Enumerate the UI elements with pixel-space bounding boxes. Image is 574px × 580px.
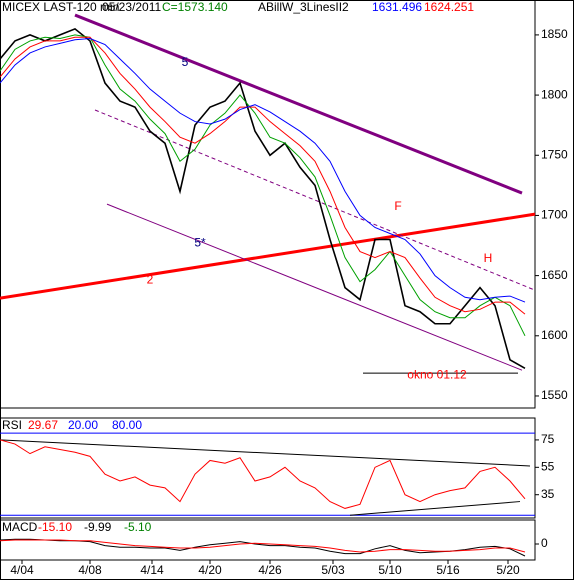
series-line bbox=[0, 27, 526, 369]
header-text: 1624.251 bbox=[424, 0, 474, 14]
annotation: H bbox=[484, 251, 493, 265]
header-text: 20.00 bbox=[68, 418, 98, 432]
panel-border bbox=[0, 417, 536, 519]
y-tick-label: 1700 bbox=[541, 208, 568, 222]
series-line bbox=[0, 439, 526, 509]
annotation: F bbox=[394, 199, 401, 213]
series-line bbox=[0, 36, 526, 315]
x-tick-label: 4/26 bbox=[258, 563, 282, 577]
annotation: 5 bbox=[182, 55, 189, 69]
y-tick-label: 75 bbox=[541, 432, 555, 446]
annotation: 5* bbox=[194, 235, 206, 249]
x-tick-label: 5/10 bbox=[378, 563, 402, 577]
trend-line bbox=[74, 13, 523, 195]
trend-line bbox=[0, 439, 531, 467]
series-line bbox=[0, 539, 526, 553]
annotation: okno 01.12 bbox=[407, 368, 467, 382]
header-text: RSI bbox=[2, 418, 22, 432]
x-tick-label: 5/16 bbox=[436, 563, 460, 577]
trend-line bbox=[349, 501, 521, 516]
header-text: MICEX LAST-120 min bbox=[2, 0, 119, 14]
x-tick-label: 5/03 bbox=[321, 563, 345, 577]
y-tick-label: 55 bbox=[541, 459, 555, 473]
y-tick-label: 1650 bbox=[541, 268, 568, 282]
trend-line bbox=[106, 203, 523, 371]
panel-border bbox=[0, 0, 536, 409]
y-tick-label: 35 bbox=[541, 487, 555, 501]
y-tick-label: 1750 bbox=[541, 147, 568, 161]
header-text: 80.00 bbox=[112, 418, 142, 432]
x-tick-label: 5/20 bbox=[496, 563, 520, 577]
header-text: 05/23/2011 bbox=[102, 0, 161, 14]
header-text: C=1573.140 bbox=[162, 0, 228, 14]
header-text: 1631.496 bbox=[372, 0, 422, 14]
header-text: -15.10 bbox=[38, 520, 72, 534]
x-tick-label: 4/20 bbox=[198, 563, 222, 577]
trend-line bbox=[0, 212, 536, 300]
x-tick-label: 4/14 bbox=[140, 563, 164, 577]
header-text: 29.67 bbox=[28, 418, 58, 432]
y-tick-label: 1850 bbox=[541, 27, 568, 41]
header-text: ABillW_3LinesII2 bbox=[258, 0, 349, 14]
x-tick-label: 4/08 bbox=[78, 563, 102, 577]
panel-border bbox=[0, 519, 536, 561]
series-line bbox=[0, 38, 526, 303]
header-text: -9.99 bbox=[84, 520, 112, 534]
y-tick-label: 1600 bbox=[541, 328, 568, 342]
trend-line bbox=[94, 109, 536, 291]
header-text: MACD bbox=[2, 520, 38, 534]
annotation: 2 bbox=[147, 273, 154, 287]
series-line bbox=[0, 34, 526, 337]
y-tick-label: 1550 bbox=[541, 388, 568, 402]
series-line bbox=[0, 538, 526, 557]
header-text: -5.10 bbox=[124, 520, 152, 534]
y-tick-label: 1800 bbox=[541, 87, 568, 101]
x-tick-label: 4/04 bbox=[10, 563, 34, 577]
y-tick-label: 0 bbox=[541, 536, 548, 550]
